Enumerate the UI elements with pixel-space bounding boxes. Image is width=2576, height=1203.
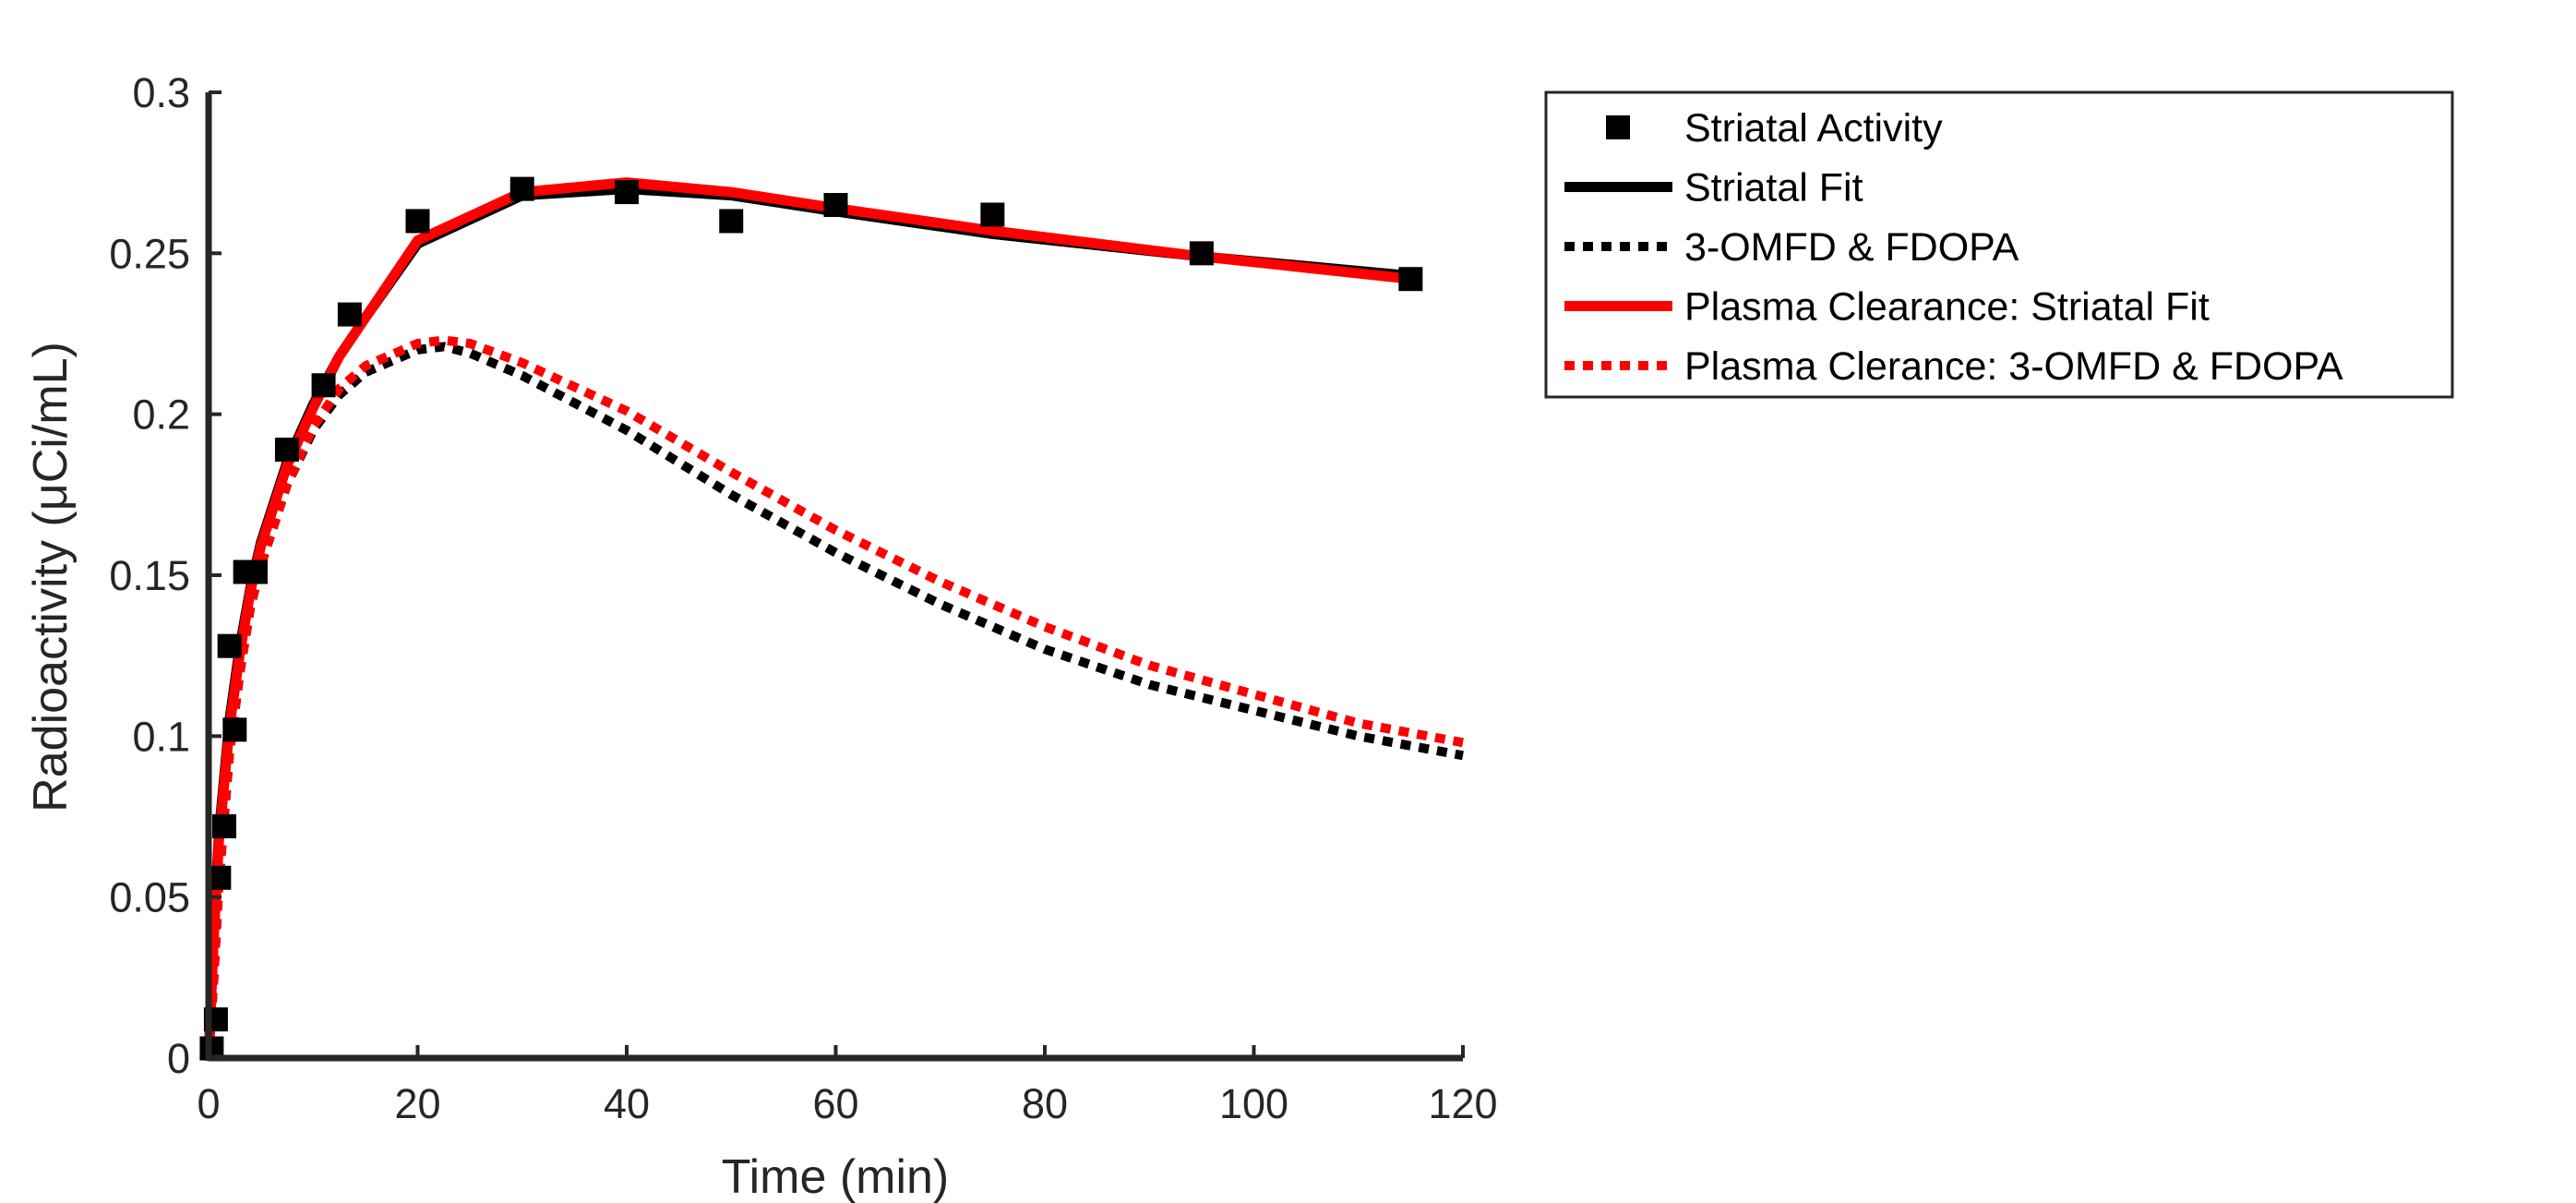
x-tick-label: 60 <box>812 1080 858 1127</box>
x-axis-title: Time (min) <box>722 1150 950 1203</box>
legend-label: 3-OMFD & FDOPA <box>1684 225 2019 270</box>
y-axis-title: Radioactivity (μCi/mL) <box>24 342 78 812</box>
legend-label: Plasma Clearance: Striatal Fit <box>1684 285 2210 330</box>
x-tick-label: 20 <box>394 1080 440 1127</box>
legend-label: Striatal Activity <box>1684 106 1943 150</box>
data-point <box>405 209 430 234</box>
legend-entry-plasma-clearance-striatal-fit: Plasma Clearance: Striatal Fit <box>1564 285 2210 330</box>
data-point <box>615 180 639 205</box>
x-tick-label: 40 <box>604 1080 650 1127</box>
legend-entry-striatal-fit: Striatal Fit <box>1564 166 1863 211</box>
x-axis: 0 20 40 60 80 100 120 <box>197 1045 1498 1127</box>
data-point <box>243 559 268 584</box>
legend-entry-striatal-activity: Striatal Activity <box>1606 106 1943 150</box>
legend-label: Plasma Clerance: 3-OMFD & FDOPA <box>1684 344 2343 389</box>
data-point <box>217 633 242 658</box>
y-tick-label: 0.15 <box>109 552 190 599</box>
x-tick-label: 0 <box>197 1080 220 1127</box>
x-tick-label: 100 <box>1219 1080 1288 1127</box>
data-point <box>337 302 362 327</box>
data-point <box>211 813 236 838</box>
data-point <box>222 717 247 742</box>
data-point <box>823 193 848 218</box>
y-tick-label: 0.3 <box>132 69 190 116</box>
data-point <box>274 438 299 463</box>
data-point <box>980 202 1005 227</box>
y-tick-label: 0.1 <box>132 713 190 760</box>
data-point <box>311 373 336 398</box>
legend: Striatal Activity Striatal Fit 3-OMFD & FD… <box>1544 90 2454 399</box>
y-tick-label: 0.05 <box>109 874 190 921</box>
x-tick-label: 120 <box>1428 1080 1497 1127</box>
data-point <box>719 209 744 234</box>
y-axis: 0 0.05 0.1 0.15 0.2 0.25 0.3 <box>109 69 222 1082</box>
x-tick-label: 80 <box>1022 1080 1068 1127</box>
y-tick-label: 0 <box>167 1035 190 1082</box>
y-tick-label: 0.2 <box>132 391 190 439</box>
legend-entry-plasma-clerance-3-omfd-fdopa: Plasma Clerance: 3-OMFD & FDOPA <box>1564 344 2343 389</box>
legend-box <box>1544 90 2454 399</box>
legend-entry-3-omfd-fdopa: 3-OMFD & FDOPA <box>1564 225 2019 270</box>
y-tick-label: 0.25 <box>109 230 190 277</box>
data-point <box>509 176 534 201</box>
data-point <box>1398 267 1423 292</box>
legend-label: Striatal Fit <box>1684 166 1863 211</box>
legend-marker <box>1606 115 1630 139</box>
data-point <box>1189 241 1214 266</box>
